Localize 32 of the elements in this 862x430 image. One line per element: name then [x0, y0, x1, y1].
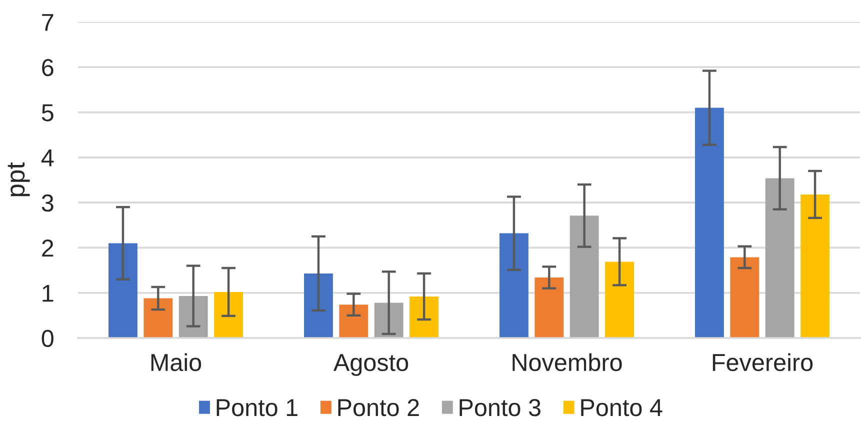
y-tick-label: 0	[42, 330, 54, 348]
y-tick-label: 1	[42, 284, 54, 302]
x-tick-label: Novembro	[512, 353, 622, 372]
y-tick-label: 3	[42, 194, 54, 212]
x-tick-label: Fevereiro	[712, 353, 813, 372]
bar	[605, 262, 634, 338]
legend-label: Ponto 4	[581, 399, 662, 416]
y-axis-title: ppt	[8, 162, 30, 196]
bar	[730, 257, 760, 338]
legend-label: Ponto 1	[216, 399, 298, 416]
bar	[339, 304, 368, 338]
y-tick-label: 7	[42, 14, 54, 31]
bar	[765, 178, 794, 338]
x-tick-label: Maio	[151, 353, 202, 372]
bar	[178, 296, 208, 338]
bar	[570, 216, 599, 338]
bar	[214, 292, 243, 338]
bar	[108, 243, 138, 338]
y-tick-label: 4	[41, 150, 54, 166]
bar	[695, 108, 724, 338]
bar	[144, 298, 173, 338]
y-tick-label: 2	[42, 240, 54, 257]
bar	[534, 278, 564, 338]
y-tick-label: 6	[42, 58, 54, 76]
bar	[410, 296, 438, 338]
legend-label: Ponto 3	[460, 399, 540, 416]
bar	[500, 233, 528, 338]
legend-label: Ponto 2	[338, 399, 419, 416]
bar	[800, 194, 830, 338]
bar	[304, 273, 333, 338]
y-tick-label: 5	[42, 104, 54, 122]
x-tick-label: Agosto	[333, 354, 408, 376]
